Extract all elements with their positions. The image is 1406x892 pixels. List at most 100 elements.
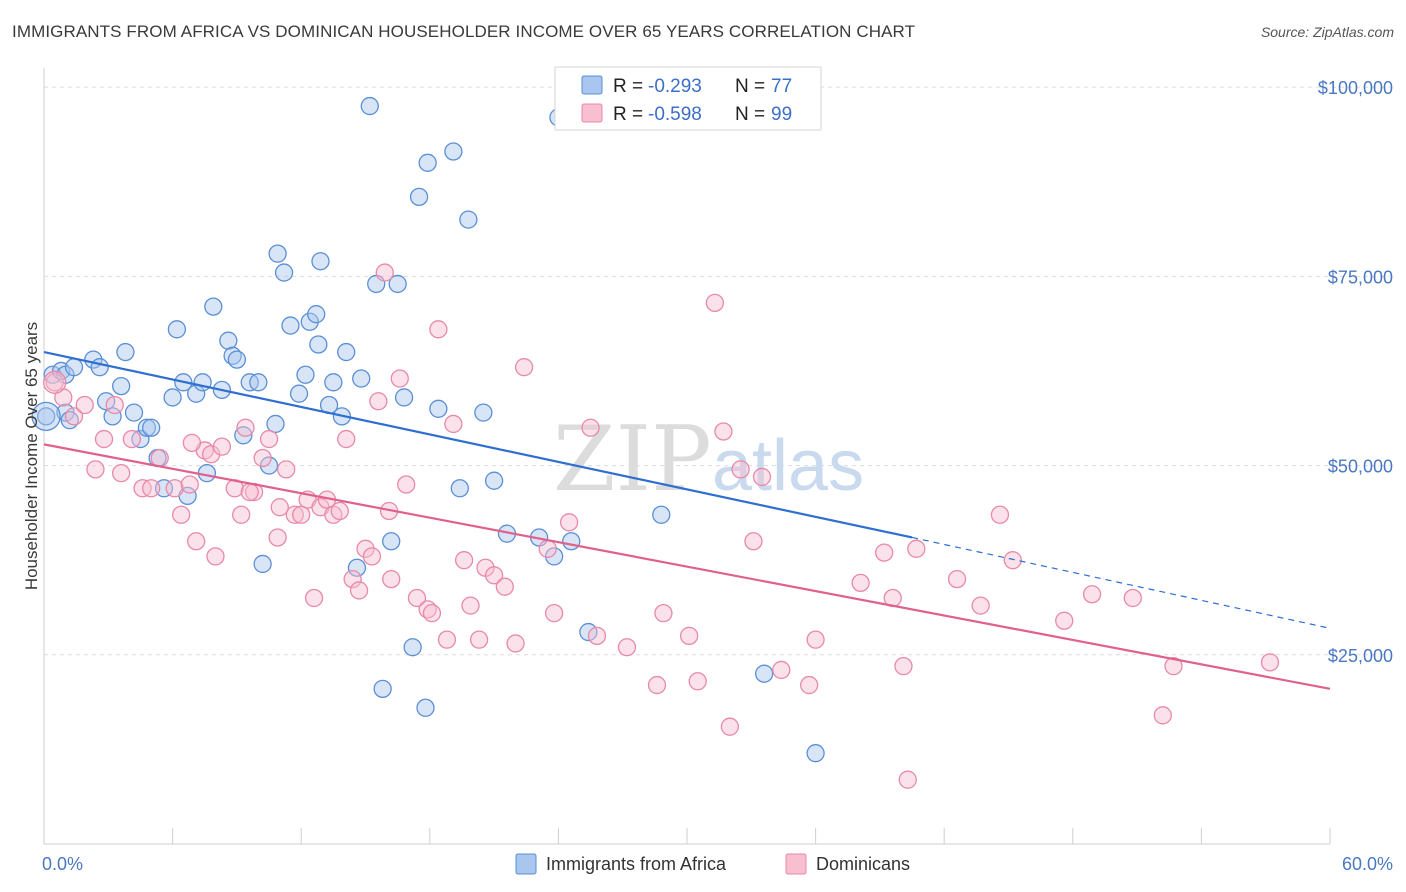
watermark-zip: ZIP xyxy=(553,407,712,512)
data-point xyxy=(484,566,504,585)
data-point xyxy=(587,626,607,646)
data-point xyxy=(382,569,401,589)
data-point xyxy=(654,604,673,623)
legend-n-label: N = xyxy=(735,104,765,125)
data-point xyxy=(343,569,362,589)
data-point xyxy=(274,263,294,282)
data-point xyxy=(268,244,287,263)
data-point xyxy=(422,604,442,623)
data-point xyxy=(253,448,272,468)
data-point xyxy=(429,320,448,339)
watermark-atlas: atlas xyxy=(712,426,864,506)
data-point xyxy=(289,384,309,403)
data-point xyxy=(116,342,135,362)
data-point xyxy=(459,210,478,229)
data-point xyxy=(444,142,463,161)
data-point xyxy=(647,675,667,695)
trend-line-africa xyxy=(43,350,913,539)
data-point xyxy=(182,433,202,453)
data-point xyxy=(36,407,56,426)
data-point xyxy=(755,664,774,683)
data-point xyxy=(64,407,84,426)
legend-r-label: R = xyxy=(613,76,643,97)
data-point xyxy=(544,547,564,566)
data-point xyxy=(150,448,169,468)
data-point xyxy=(731,460,750,479)
data-point xyxy=(86,460,105,479)
data-point xyxy=(559,513,579,532)
data-point xyxy=(142,418,161,437)
data-point xyxy=(1055,611,1074,630)
data-point xyxy=(122,429,142,449)
data-point xyxy=(875,543,894,562)
data-point xyxy=(469,630,489,649)
data-point xyxy=(309,335,328,354)
data-point xyxy=(112,463,131,483)
x-tick-label-max: 60.0% xyxy=(1342,854,1393,874)
data-point xyxy=(212,437,232,456)
data-point xyxy=(437,630,457,649)
legend-r-value: -0.598 xyxy=(648,104,702,125)
data-point xyxy=(64,358,84,377)
data-point xyxy=(356,539,375,558)
data-point xyxy=(165,479,184,498)
data-point xyxy=(416,698,435,717)
data-point xyxy=(227,350,247,369)
data-point xyxy=(375,263,394,282)
data-point xyxy=(300,312,319,331)
data-point xyxy=(206,547,225,566)
data-point xyxy=(259,456,279,475)
data-point xyxy=(806,744,825,763)
data-point xyxy=(90,358,109,377)
data-point xyxy=(894,656,913,676)
data-point xyxy=(538,539,557,558)
data-point xyxy=(324,373,343,392)
legend-n-label: N = xyxy=(735,76,765,97)
bottom-legend-swatch-blue xyxy=(515,853,537,875)
data-point xyxy=(172,505,191,524)
data-point xyxy=(94,429,114,449)
grid-lines xyxy=(44,86,1390,656)
data-point xyxy=(1003,551,1022,570)
data-point xyxy=(304,588,324,608)
source-label: Source: ZipAtlas.com xyxy=(1260,24,1394,40)
data-point xyxy=(390,369,409,388)
y-tick-label: $100,000 xyxy=(1318,78,1393,98)
data-point xyxy=(679,626,699,646)
data-point xyxy=(266,414,285,434)
data-point xyxy=(154,479,174,498)
data-point xyxy=(429,399,448,418)
data-point xyxy=(907,539,926,558)
x-tick-label-min: 0.0% xyxy=(42,854,83,874)
data-point xyxy=(232,505,251,524)
data-point xyxy=(253,554,272,574)
data-point xyxy=(268,528,287,547)
y-tick-label: $25,000 xyxy=(1328,646,1393,666)
x-tick-labels: 0.0% 60.0% xyxy=(42,854,1393,874)
data-point-large xyxy=(43,370,67,394)
data-point xyxy=(352,369,371,388)
data-point xyxy=(296,365,315,384)
legend: R = -0.293 N = 77 R = -0.598 N = 99 xyxy=(554,66,822,131)
data-point xyxy=(105,395,124,415)
data-point xyxy=(219,331,238,350)
data-point xyxy=(484,471,504,490)
data-point xyxy=(337,429,356,449)
data-point xyxy=(397,475,416,494)
data-point xyxy=(495,577,514,596)
data-point xyxy=(444,414,463,434)
legend-n-value: 77 xyxy=(771,76,792,97)
data-point xyxy=(236,418,255,437)
y-tick-label: $50,000 xyxy=(1328,457,1393,477)
data-point xyxy=(394,388,414,407)
axes xyxy=(43,68,1331,845)
data-point xyxy=(714,422,733,441)
data-point xyxy=(163,388,182,407)
data-point xyxy=(281,316,300,335)
data-point xyxy=(382,532,401,551)
legend-r-value: -0.293 xyxy=(648,76,702,97)
trend-lines xyxy=(43,350,1331,690)
bottom-legend-label-dominicans: Dominicans xyxy=(816,854,910,874)
data-point xyxy=(234,426,253,445)
data-point xyxy=(947,569,967,589)
